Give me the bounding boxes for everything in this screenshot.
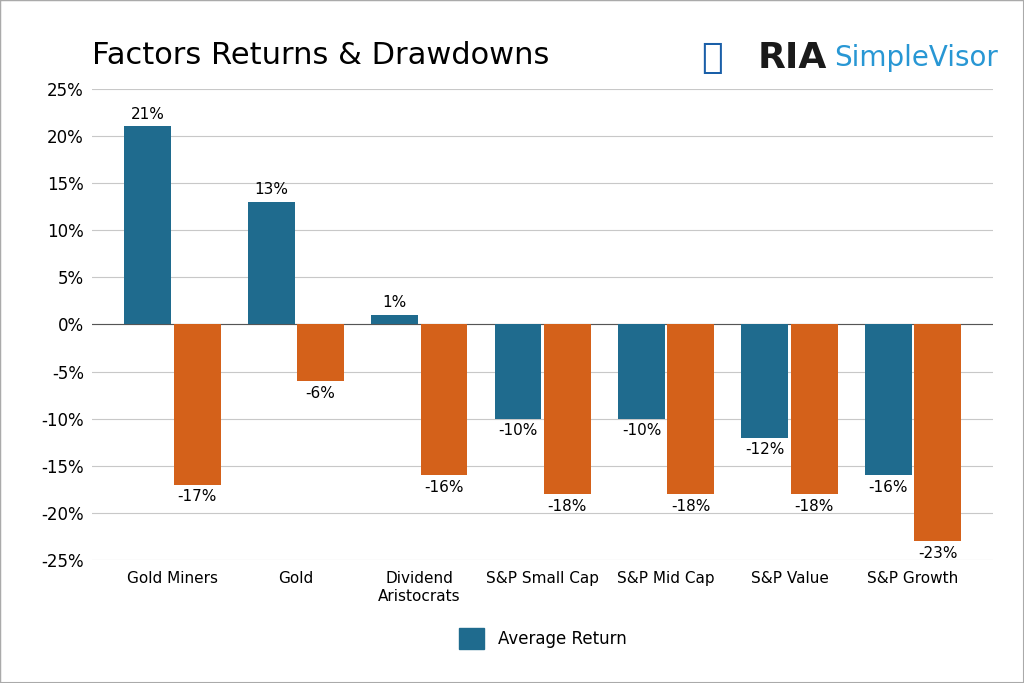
Bar [124, 126, 171, 324]
Text: -18%: -18% [548, 499, 587, 514]
Bar [421, 324, 467, 475]
Text: -6%: -6% [305, 386, 336, 401]
Bar [174, 324, 220, 485]
Text: -10%: -10% [622, 423, 662, 438]
Bar [544, 324, 591, 494]
Bar [495, 324, 542, 419]
Text: -18%: -18% [671, 499, 711, 514]
Text: 21%: 21% [131, 107, 165, 122]
Text: -17%: -17% [177, 489, 217, 504]
Text: -16%: -16% [424, 480, 464, 495]
Bar [371, 315, 418, 324]
Bar [248, 202, 295, 324]
Text: -16%: -16% [868, 480, 908, 495]
Text: RIA: RIA [758, 41, 827, 75]
Text: -10%: -10% [499, 423, 538, 438]
Text: 🦊: 🦊 [701, 41, 723, 75]
Bar [914, 324, 962, 541]
Legend: Average Return: Average Return [453, 622, 633, 656]
Bar [791, 324, 838, 494]
Bar [741, 324, 788, 438]
Bar [297, 324, 344, 381]
Text: 13%: 13% [254, 182, 288, 197]
Text: SimpleVisor: SimpleVisor [835, 44, 998, 72]
Text: -18%: -18% [795, 499, 834, 514]
Bar [668, 324, 715, 494]
Bar [865, 324, 911, 475]
Text: -23%: -23% [918, 546, 957, 561]
Text: Factors Returns & Drawdowns: Factors Returns & Drawdowns [92, 41, 550, 70]
Text: 1%: 1% [383, 295, 407, 310]
Text: -12%: -12% [745, 443, 784, 457]
Bar [618, 324, 665, 419]
